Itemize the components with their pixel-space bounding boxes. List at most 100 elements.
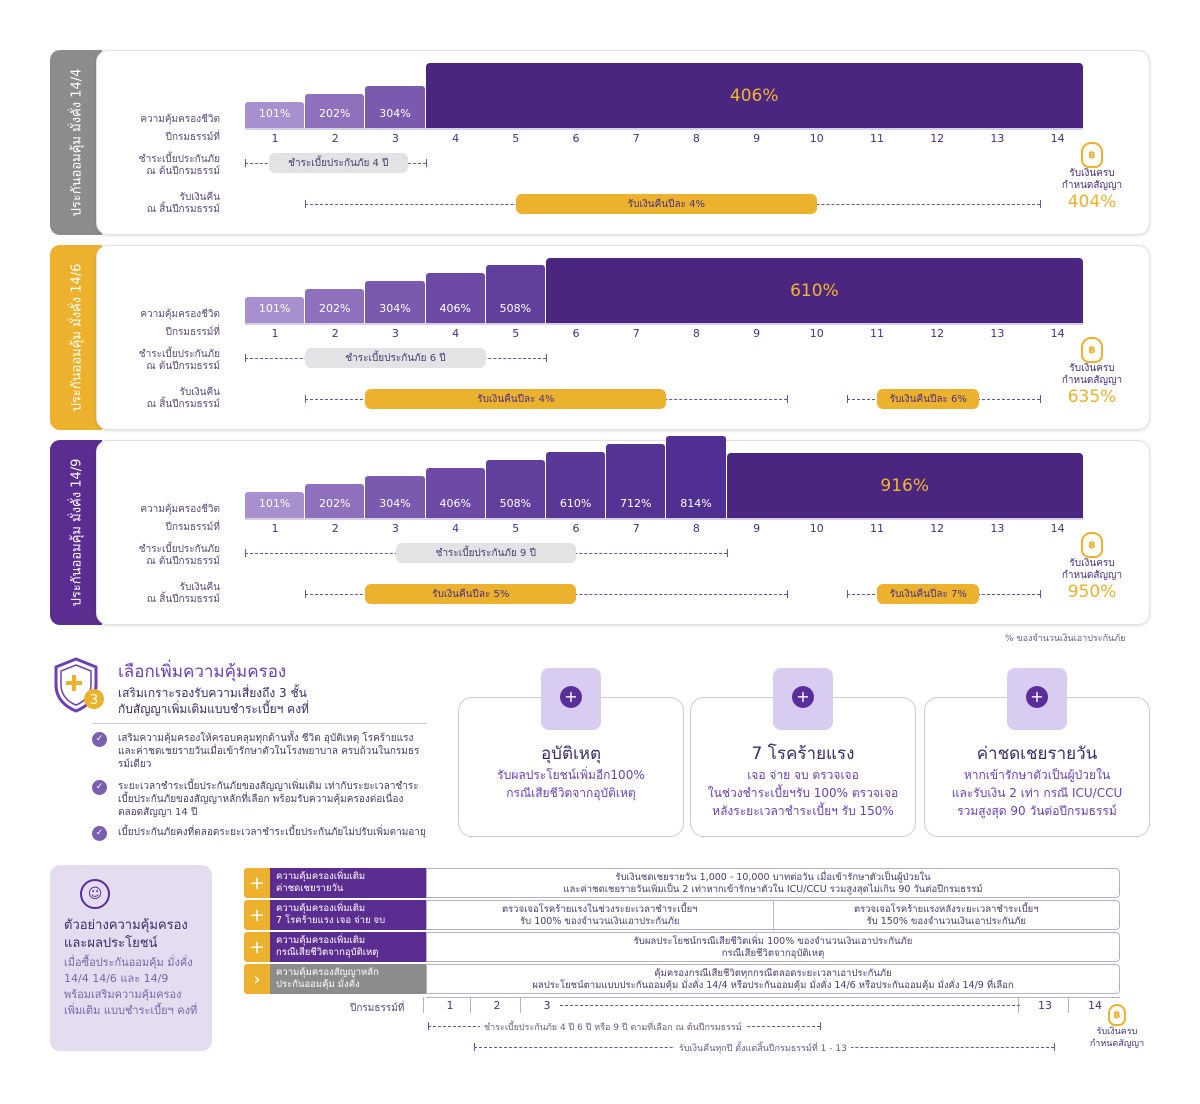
- policy-year: 8: [692, 132, 700, 145]
- plan-tab: ประกันออมคุ้ม มั่งคั่ง 14/4: [50, 50, 102, 235]
- policy-year: 10: [809, 327, 824, 340]
- money-bag-icon: ฿: [1081, 337, 1103, 363]
- policy-year: 2: [331, 327, 339, 340]
- maturity: ฿รับเงินครบ กำหนดสัญญา: [1067, 1004, 1167, 1050]
- year-tick: [1068, 997, 1069, 1013]
- coverage-label: ความคุ้มครองชีวิต: [140, 114, 220, 125]
- plus-icon: +: [244, 868, 270, 898]
- coverage-step: 304%: [365, 86, 425, 128]
- example-title: ตัวอย่างความคุ้มครอง และผลประโยชน์: [64, 918, 188, 951]
- policy-year: 3: [391, 132, 399, 145]
- pay-pill: ชำระเบี้ยประกันภัย 4 ปี: [269, 153, 408, 173]
- policy-year: 11: [870, 132, 884, 145]
- baseline: [245, 518, 1083, 520]
- pay-tick: [428, 1022, 429, 1030]
- baseline: [245, 128, 1083, 130]
- example-row-daily: + ความคุ้มครองเพิ่มเติม ค่าชดเชยรายวัน รั…: [244, 868, 1120, 898]
- year-line: [426, 997, 1120, 998]
- coverage-step: 712%: [606, 444, 666, 518]
- pay-label: ชำระเบี้ยประกันภัยณ ต้นปีกรมธรรม์: [138, 154, 220, 177]
- pay-tick: [245, 354, 246, 362]
- maturity: ฿รับเงินครบ กำหนดสัญญา 404%: [1037, 142, 1147, 212]
- pay-label: ชำระเบี้ยประกันภัยณ ต้นปีกรมธรรม์: [138, 349, 220, 372]
- user-icon: ☺: [80, 879, 110, 909]
- policy-year: 8: [692, 522, 700, 535]
- riders-sub2: กับสัญญาเพิ่มเติมแบบชำระเบี้ยฯ คงที่: [118, 702, 309, 716]
- plus-icon: +: [560, 686, 582, 708]
- refund-tick: [1054, 1043, 1055, 1051]
- refund2-tick: [847, 590, 848, 598]
- policy-year: 14: [1088, 999, 1102, 1012]
- policy-year: 13: [990, 522, 1005, 535]
- coverage-step: 304%: [365, 476, 425, 518]
- policy-year: 12: [930, 132, 945, 145]
- refund-pill: รับเงินคืนปีละ 7%: [877, 584, 980, 604]
- policy-year: 9: [753, 132, 761, 145]
- refund-tick: [786, 395, 788, 403]
- year-tick: [520, 997, 521, 1013]
- pay-tick: [425, 159, 427, 167]
- policy-year: 1: [446, 999, 454, 1012]
- baseline: [245, 323, 1083, 325]
- rider-card-critical-illness: ✺ + 7 โรคร้ายแรง เจอ จ่าย จบ ตรวจเจอในช่…: [690, 668, 916, 837]
- coverage-step: 814%: [666, 436, 726, 518]
- check-icon: ✓: [92, 826, 107, 841]
- refund-tick: [474, 1043, 475, 1051]
- policy-year: 13: [1038, 999, 1052, 1012]
- check-icon: ✓: [92, 780, 107, 795]
- money-bag-icon: ฿: [1081, 532, 1103, 558]
- coverage-max: 406%: [425, 63, 1083, 128]
- policy-year: 6: [572, 327, 580, 340]
- pay-pill: ชำระเบี้ยประกันภัย 9 ปี: [395, 543, 577, 563]
- example-desc: เมื่อซื้อประกันออมคุ้ม มั่งคั่ง 14/4 14/…: [64, 956, 198, 1017]
- policy-year: 4: [452, 522, 460, 535]
- policy-year: 3: [391, 522, 399, 535]
- plan-tab: ประกันออมคุ้ม มั่งคั่ง 14/9: [50, 440, 102, 625]
- coverage-step: 202%: [305, 94, 365, 128]
- coverage-step: 508%: [485, 265, 545, 323]
- pay-label: ชำระเบี้ยประกันภัยณ ต้นปีกรมธรรม์: [138, 544, 220, 567]
- coverage-step: 304%: [365, 281, 425, 323]
- policy-year: 2: [493, 999, 501, 1012]
- policy-year: 6: [572, 132, 580, 145]
- example-row-main: › ความคุ้มครองสัญญาหลัก ประกันออมคุ้ม มั่…: [244, 964, 1120, 994]
- refund-text: รับเงินคืนทุกปี ตั้งแต่สิ้นปีกรมธรรม์ที่…: [675, 1041, 851, 1055]
- maturity: ฿รับเงินครบ กำหนดสัญญา 950%: [1037, 532, 1147, 602]
- policy-year: 10: [809, 132, 824, 145]
- chevron-right-icon: ›: [244, 964, 270, 994]
- refund-label: รับเงินคืนณ สิ้นปีกรมธรรม์: [146, 387, 220, 410]
- coverage-step: 101%: [245, 102, 305, 128]
- policy-year: 5: [512, 132, 520, 145]
- refund-pill: รับเงินคืนปีละ 4%: [515, 194, 817, 214]
- policy-year-label: ปีกรมธรรม์ที่: [165, 132, 220, 143]
- policy-year: 2: [331, 522, 339, 535]
- riders-title: เลือกเพิ่มความคุ้มครอง: [118, 662, 287, 682]
- refund-tick: [305, 200, 307, 208]
- refund2-tick: [847, 395, 848, 403]
- maturity: ฿รับเงินครบ กำหนดสัญญา 635%: [1037, 337, 1147, 407]
- policy-year: 4: [452, 327, 460, 340]
- pay-tick: [726, 549, 728, 557]
- money-bag-icon: ฿: [1108, 1004, 1126, 1026]
- coverage-max: 610%: [546, 258, 1083, 323]
- plus-icon: +: [244, 900, 270, 930]
- refund-pill: รับเงินคืนปีละ 6%: [877, 389, 980, 409]
- year-tick: [423, 997, 424, 1013]
- plus-icon: +: [1026, 686, 1048, 708]
- pay-tick: [245, 159, 246, 167]
- policy-year: 3: [391, 327, 399, 340]
- policy-year: 2: [331, 132, 339, 145]
- refund-pill: รับเงินคืนปีละ 5%: [365, 584, 577, 604]
- policy-year: 9: [753, 327, 761, 340]
- coverage-label: ความคุ้มครองชีวิต: [140, 309, 220, 320]
- coverage-step: 406%: [425, 468, 485, 518]
- rider-bullet: ✓ ระยะเวลาชำระเบี้ยประกันภัยของสัญญาเพิ่…: [92, 780, 427, 819]
- policy-year: 14: [1050, 327, 1065, 340]
- shield-icon: 3: [54, 657, 104, 713]
- policy-year: 6: [572, 522, 580, 535]
- policy-year: 3: [543, 999, 551, 1012]
- policy-year-label: ปีกรมธรรม์ที่: [165, 327, 220, 338]
- example-row-accident: + ความคุ้มครองเพิ่มเติม กรณีเสียชีวิตจากอ…: [244, 932, 1120, 962]
- policy-year: 11: [870, 327, 884, 340]
- pay-tick: [546, 354, 547, 362]
